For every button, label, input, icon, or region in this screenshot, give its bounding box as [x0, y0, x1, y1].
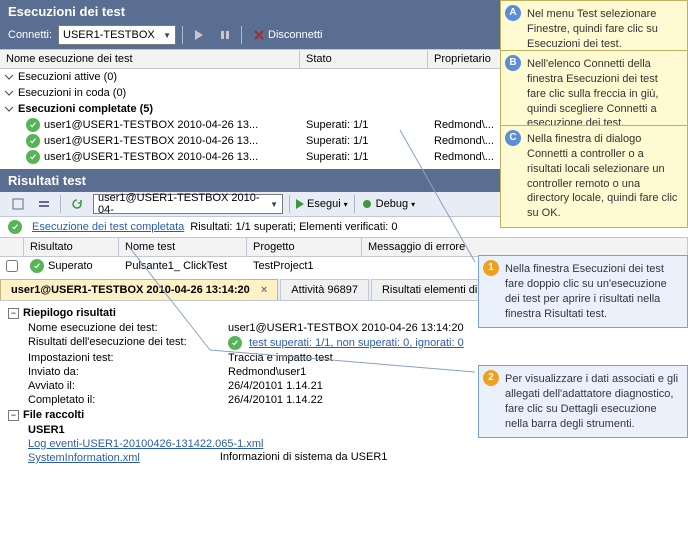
- chevron-down-icon: ▾: [411, 200, 415, 209]
- play-icon: [296, 199, 304, 209]
- col-testname[interactable]: Nome test: [119, 238, 247, 256]
- status-ok-icon: [8, 220, 22, 234]
- ok-icon: [228, 336, 242, 350]
- separator: [289, 195, 290, 213]
- cat-active-label: Esecuzioni attive (0): [18, 71, 117, 83]
- col-stato[interactable]: Stato: [300, 50, 428, 68]
- close-icon[interactable]: ×: [261, 284, 267, 296]
- files-list: Log eventi-USER1-20100426-131422.065-1.x…: [8, 437, 680, 465]
- col-check: [0, 238, 24, 256]
- collapse-icon: [4, 88, 14, 98]
- ok-icon: [26, 134, 40, 148]
- col-errmsg[interactable]: Messaggio di errore: [362, 238, 688, 256]
- ok-icon: [30, 259, 44, 273]
- status-text: Risultati: 1/1 superati; Elementi verifi…: [190, 221, 397, 233]
- connect-combo-value: USER1-TESTBOX: [63, 29, 155, 41]
- badge-2-icon: 2: [483, 370, 499, 386]
- k-imp: Impostazioni test:: [28, 352, 228, 364]
- badge-1-icon: 1: [483, 260, 499, 276]
- separator: [182, 26, 183, 44]
- run-status: Superati: 1/1: [306, 151, 368, 163]
- callout-a-text: Nel menu Test selezionare Finestre, quin…: [527, 8, 658, 50]
- collapse-icon: [4, 72, 14, 82]
- badge-a-icon: A: [505, 5, 521, 21]
- col-name[interactable]: Nome esecuzione dei test: [0, 50, 300, 68]
- chevron-down-icon: ▾: [344, 200, 348, 209]
- project-value: TestProject1: [253, 260, 314, 272]
- cat-done-label: Esecuzioni completate (5): [18, 103, 153, 115]
- result-value: Superato: [48, 260, 93, 272]
- k-from: Inviato da:: [28, 366, 228, 378]
- run-status: Superati: 1/1: [306, 119, 368, 131]
- col-project[interactable]: Progetto: [247, 238, 362, 256]
- collapse-icon: −: [8, 308, 19, 319]
- run-combo[interactable]: user1@USER1-TESTBOX 2010-04- ▼: [93, 194, 283, 214]
- v-imp: Traccia e impatto test: [228, 352, 680, 364]
- file-link[interactable]: SystemInformation.xml: [28, 451, 140, 465]
- tab-label: Attività 96897: [291, 284, 358, 296]
- debug-label: Debug: [376, 198, 408, 210]
- disconnect-label: Disconnetti: [268, 29, 322, 41]
- ok-icon: [26, 118, 40, 132]
- badge-b-icon: B: [505, 55, 521, 71]
- callout-1: 1 Nella finestra Esecuzioni dei test far…: [478, 255, 688, 328]
- summary-section-title: Riepilogo risultati: [23, 307, 116, 319]
- tab-label: user1@USER1-TESTBOX 2010-04-26 13:14:20: [11, 284, 250, 296]
- chevron-down-icon: ▼: [270, 200, 278, 209]
- run-owner: Redmond\...: [434, 151, 494, 163]
- bug-icon: [361, 198, 373, 210]
- toolbar-icon[interactable]: [8, 194, 28, 214]
- file-link[interactable]: Log eventi-USER1-20100426-131422.065-1.x…: [28, 437, 680, 451]
- connect-combo[interactable]: USER1-TESTBOX ▼: [58, 25, 176, 45]
- status-link[interactable]: Esecuzione dei test completata: [32, 221, 184, 233]
- refresh-icon[interactable]: [67, 194, 87, 214]
- run-name: user1@USER1-TESTBOX 2010-04-26 13...: [44, 135, 258, 147]
- debug-button[interactable]: Debug ▾: [361, 198, 415, 210]
- k-end: Completato il:: [28, 394, 228, 406]
- run-name: user1@USER1-TESTBOX 2010-04-26 13...: [44, 151, 258, 163]
- badge-c-icon: C: [505, 130, 521, 146]
- testname-value: Pulsante1_ ClickTest: [125, 260, 227, 272]
- pause-icon[interactable]: [215, 25, 235, 45]
- col-result[interactable]: Risultato: [24, 238, 119, 256]
- play-icon[interactable]: [189, 25, 209, 45]
- run-owner: Redmond\...: [434, 119, 494, 131]
- run-combo-value: user1@USER1-TESTBOX 2010-04-: [98, 192, 270, 216]
- k-start: Avviato il:: [28, 380, 228, 392]
- row-checkbox[interactable]: [6, 260, 18, 272]
- tab-run-summary[interactable]: user1@USER1-TESTBOX 2010-04-26 13:14:20 …: [0, 279, 278, 300]
- callout-c: C Nella finestra di dialogo Connetti a c…: [500, 125, 688, 228]
- separator: [241, 26, 242, 44]
- separator: [60, 195, 61, 213]
- callout-2: 2 Per visualizzare i dati associati e gl…: [478, 365, 688, 438]
- callout-c-text: Nella finestra di dialogo Connetti a con…: [527, 133, 677, 219]
- cat-queued-label: Esecuzioni in coda (0): [18, 87, 126, 99]
- run-name: user1@USER1-TESTBOX 2010-04-26 13...: [44, 119, 258, 131]
- collapse-icon: −: [8, 410, 19, 421]
- ok-icon: [26, 150, 40, 164]
- callout-1-text: Nella finestra Esecuzioni dei test fare …: [505, 263, 667, 320]
- k-name: Nome esecuzione dei test:: [28, 322, 228, 334]
- run-button[interactable]: Esegui ▾: [296, 198, 348, 210]
- tab-activity[interactable]: Attività 96897: [280, 279, 369, 300]
- disconnect-button[interactable]: Disconnetti: [248, 25, 327, 45]
- separator: [354, 195, 355, 213]
- callout-2-text: Per visualizzare i dati associati e gli …: [505, 373, 678, 430]
- k-res: Risultati dell'esecuzione dei test:: [28, 336, 228, 350]
- collapse-icon: [4, 104, 14, 114]
- callout-b-text: Nell'elenco Connetti della finestra Esec…: [527, 58, 658, 129]
- run-label: Esegui: [307, 198, 341, 210]
- sysinfo-label: Informazioni di sistema da USER1: [220, 451, 388, 465]
- run-owner: Redmond\...: [434, 135, 494, 147]
- toolbar-icon[interactable]: [34, 194, 54, 214]
- files-section-title: File raccolti: [23, 409, 84, 421]
- chevron-down-icon: ▼: [163, 31, 171, 40]
- connect-label: Connetti:: [8, 29, 52, 41]
- results-link[interactable]: test superati: 1/1, non superati: 0, ign…: [249, 337, 464, 349]
- run-status: Superati: 1/1: [306, 135, 368, 147]
